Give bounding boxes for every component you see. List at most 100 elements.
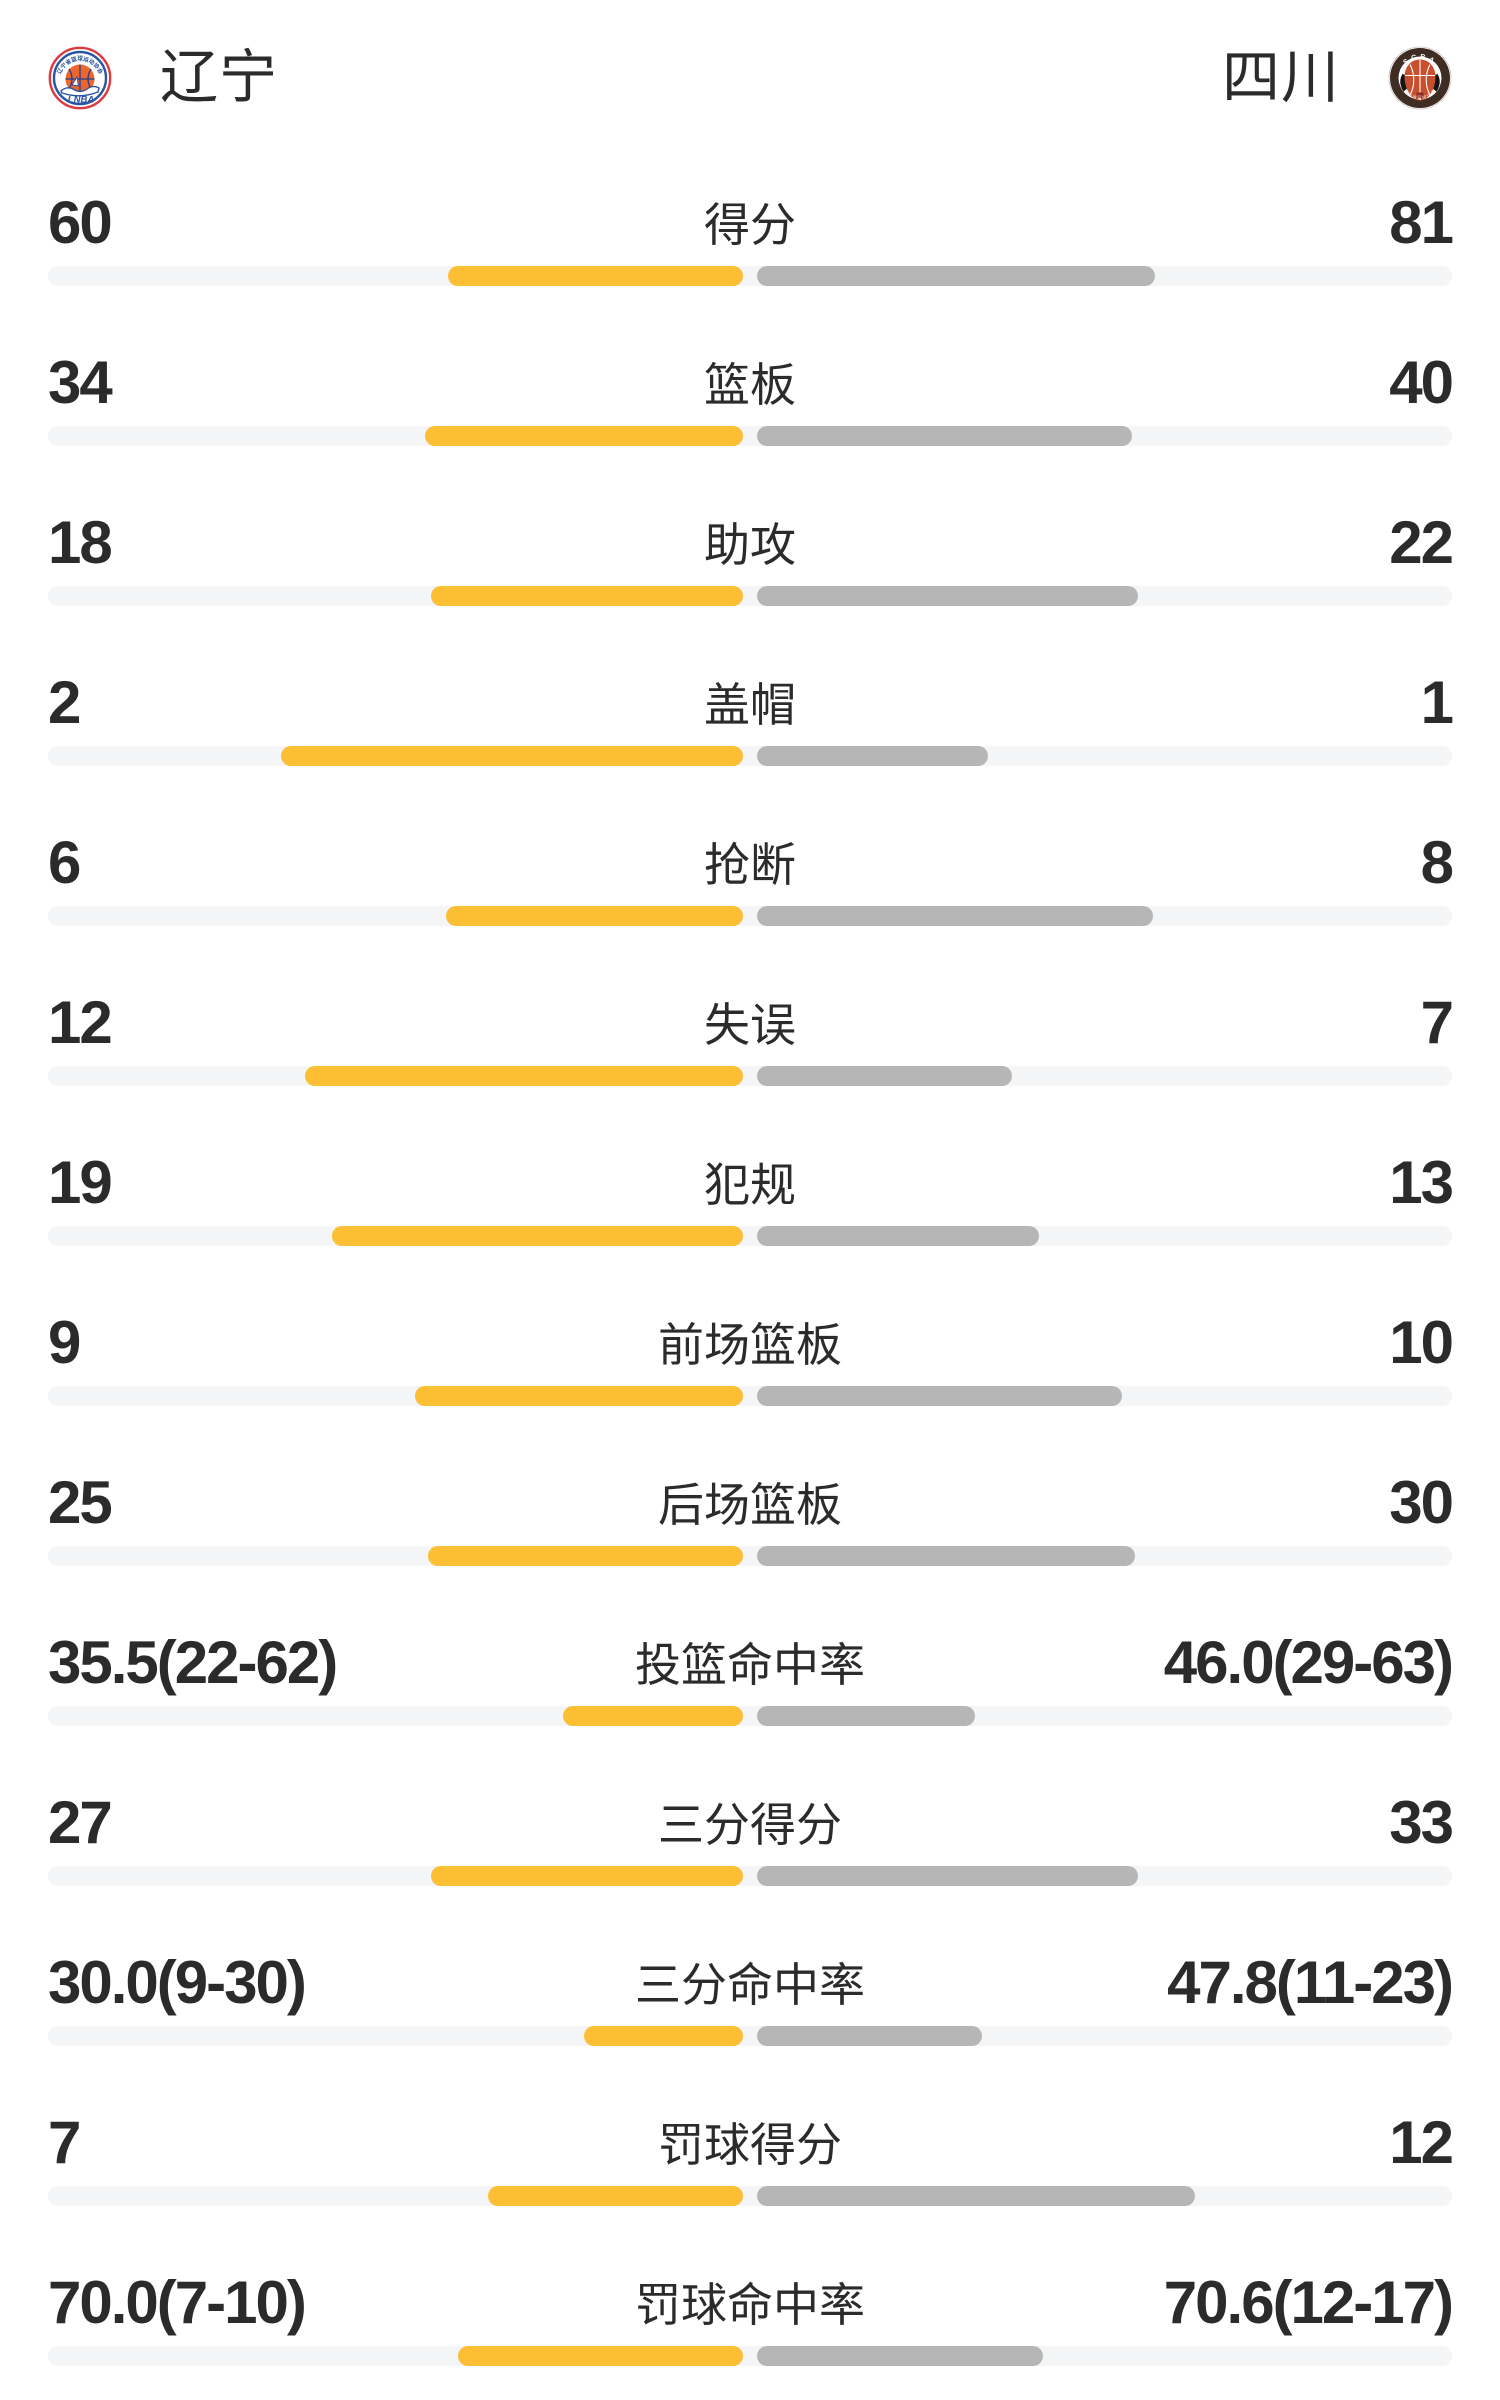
stats-list: 60 得分 81 34 篮板 40 18 助攻 22	[0, 142, 1500, 2382]
stat-values-line: 6 抢断 8	[48, 828, 1454, 896]
stat-label: 失误	[704, 999, 796, 1051]
away-bar	[757, 1706, 975, 1726]
home-bar	[431, 586, 743, 606]
stat-values-line: 19 犯规 13	[48, 1149, 1454, 1216]
stat-row: 7 罚球得分 12	[48, 2062, 1454, 2222]
stat-values-line: 18 助攻 22	[48, 508, 1454, 576]
stat-values-line: 35.5(22-62) 投篮命中率 46.0(29-63)	[48, 1628, 1454, 1696]
home-value: 18	[48, 508, 113, 576]
home-team-name: 辽宁	[160, 45, 279, 110]
stat-row: 2 盖帽 1	[48, 622, 1454, 782]
stat-row: 60 得分 81	[48, 142, 1454, 302]
home-bar	[458, 2346, 743, 2366]
page-header: 辽宁省篮球运动协会 LNBA 辽宁 四川	[0, 0, 1500, 110]
stat-label: 罚球得分	[658, 2119, 842, 2171]
bar-track	[48, 2026, 1452, 2046]
away-value: 10	[1389, 1308, 1454, 1376]
bar-track	[48, 906, 1452, 926]
away-team: 四川 SCBA 四川省篮球协会	[1222, 46, 1452, 110]
away-value: 40	[1389, 348, 1454, 416]
away-bar	[757, 906, 1154, 926]
away-bar	[757, 2346, 1044, 2366]
away-value: 30	[1389, 1468, 1454, 1536]
stat-row: 27 三分得分 33	[48, 1742, 1454, 1902]
bar-track	[48, 2186, 1452, 2206]
bar-track	[48, 1386, 1452, 1406]
bar-track	[48, 1066, 1452, 1086]
home-value: 27	[48, 1788, 113, 1856]
away-value: 1	[1420, 668, 1454, 736]
stat-label: 投篮命中率	[635, 1639, 865, 1691]
home-value: 12	[48, 988, 113, 1056]
stat-row: 35.5(22-62) 投篮命中率 46.0(29-63)	[48, 1582, 1454, 1742]
stat-values-line: 7 罚球得分 12	[48, 2108, 1454, 2176]
home-bar	[448, 266, 743, 286]
stat-values-line: 2 盖帽 1	[48, 668, 1454, 736]
away-bar	[757, 426, 1132, 446]
stat-label: 助攻	[704, 519, 796, 571]
stat-label: 得分	[704, 199, 796, 251]
stat-row: 30.0(9-30) 三分命中率 47.8(11-23)	[48, 1902, 1454, 2062]
away-bar	[757, 2186, 1195, 2206]
home-value: 9	[48, 1308, 81, 1376]
stat-row: 12 失误 7	[48, 942, 1454, 1102]
away-value: 46.0(29-63)	[1163, 1628, 1454, 1696]
stat-label: 三分得分	[658, 1799, 842, 1851]
stat-values-line: 27 三分得分 33	[48, 1788, 1454, 1856]
stat-values-line: 34 篮板 40	[48, 348, 1454, 416]
home-bar	[427, 1546, 743, 1566]
home-bar	[424, 426, 743, 446]
bar-track	[48, 1706, 1452, 1726]
away-bar	[757, 1546, 1136, 1566]
home-value: 2	[48, 668, 81, 736]
home-bar	[280, 746, 743, 766]
stat-label: 前场篮板	[658, 1319, 842, 1371]
away-bar	[757, 266, 1156, 286]
stat-label: 犯规	[704, 1159, 796, 1211]
stat-values-line: 70.0(7-10) 罚球命中率 70.6(12-17)	[48, 2268, 1454, 2336]
home-team-logo-icon: 辽宁省篮球运动协会 LNBA	[48, 46, 112, 110]
home-bar	[305, 1066, 743, 1086]
home-value: 7	[48, 2108, 81, 2176]
stat-label: 罚球命中率	[635, 2279, 865, 2331]
home-bar	[487, 2186, 743, 2206]
home-value: 35.5(22-62)	[48, 1628, 338, 1696]
away-value: 33	[1389, 1788, 1454, 1856]
bar-track	[48, 1866, 1452, 1886]
stat-row: 34 篮板 40	[48, 302, 1454, 462]
away-value: 7	[1420, 988, 1454, 1056]
stat-row: 70.0(7-10) 罚球命中率 70.6(12-17)	[48, 2222, 1454, 2382]
away-bar	[757, 746, 988, 766]
home-value: 25	[48, 1468, 113, 1536]
stat-row: 19 犯规 13	[48, 1102, 1454, 1262]
home-value: 34	[48, 348, 113, 416]
home-bar	[331, 1226, 743, 1246]
stat-label: 三分命中率	[635, 1959, 865, 2011]
away-value: 81	[1389, 188, 1454, 256]
away-value: 22	[1389, 508, 1454, 576]
home-bar	[414, 1386, 743, 1406]
home-bar	[446, 906, 743, 926]
away-value: 47.8(11-23)	[1167, 1948, 1454, 2016]
away-value: 70.6(12-17)	[1163, 2268, 1454, 2336]
away-bar	[757, 1866, 1139, 1886]
bar-track	[48, 586, 1452, 606]
bar-track	[48, 1546, 1452, 1566]
home-value: 30.0(9-30)	[48, 1948, 307, 2016]
home-team: 辽宁省篮球运动协会 LNBA 辽宁	[48, 46, 278, 110]
away-team-name: 四川	[1221, 45, 1340, 110]
stat-row: 6 抢断 8	[48, 782, 1454, 942]
bar-track	[48, 266, 1452, 286]
stat-label: 篮板	[704, 359, 796, 411]
stat-values-line: 9 前场篮板 10	[48, 1308, 1454, 1376]
away-bar	[757, 1066, 1013, 1086]
stat-label: 抢断	[704, 839, 796, 891]
stat-label: 后场篮板	[658, 1479, 842, 1531]
stat-values-line: 25 后场篮板 30	[48, 1468, 1454, 1536]
away-value: 8	[1420, 828, 1454, 896]
stat-row: 9 前场篮板 10	[48, 1262, 1454, 1422]
stat-values-line: 12 失误 7	[48, 988, 1454, 1056]
home-value: 70.0(7-10)	[48, 2268, 307, 2336]
stat-values-line: 30.0(9-30) 三分命中率 47.8(11-23)	[48, 1948, 1454, 2016]
home-bar	[431, 1866, 743, 1886]
